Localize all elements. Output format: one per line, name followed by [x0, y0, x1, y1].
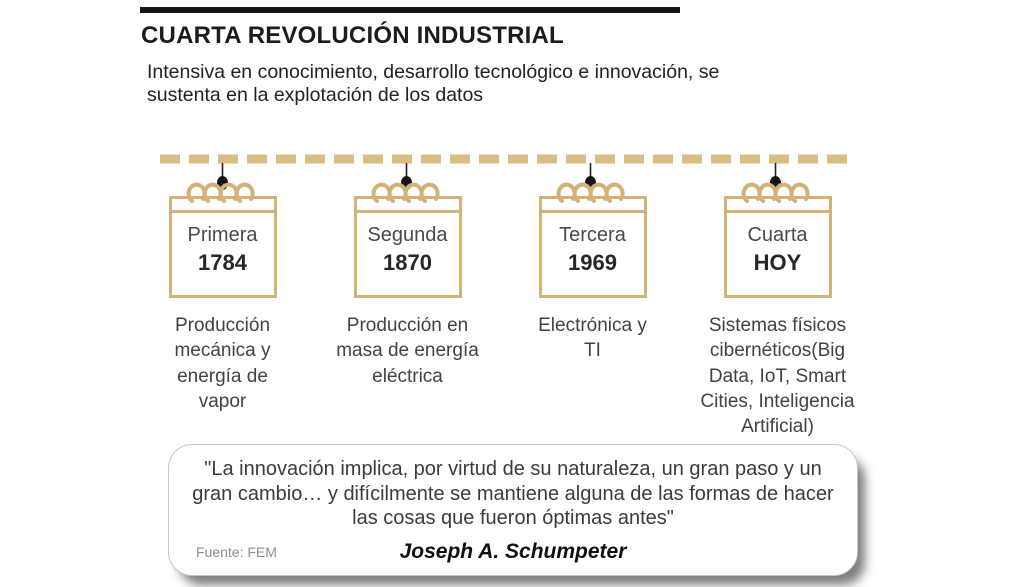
- calendar-body: Cuarta HOY: [727, 223, 829, 276]
- calendar-header-line: [541, 210, 644, 213]
- milestone-name: Tercera: [559, 224, 626, 246]
- milestone-year: 1969: [568, 250, 617, 275]
- page-title: CUARTA REVOLUCIÓN INDUSTRIAL: [141, 22, 564, 49]
- calendar-card: Tercera 1969: [538, 182, 647, 298]
- calendar-header-line: [726, 210, 829, 213]
- calendar-card: Cuarta HOY: [723, 182, 832, 298]
- calendar-card: Segunda 1870: [353, 182, 462, 298]
- milestone-name: Segunda: [367, 224, 448, 246]
- milestone-primera: Primera 1784 Producción mecánica y energ…: [130, 182, 315, 439]
- calendar-spiral-icon: [371, 182, 440, 203]
- page-subtitle: Intensiva en conocimiento, desarrollo te…: [147, 61, 720, 107]
- quote-text: "La innovación implica, por virtud de su…: [192, 458, 834, 530]
- calendar-body: Primera 1784: [172, 223, 274, 276]
- milestone-tercera: Tercera 1969 Electrónica y TI: [500, 182, 685, 439]
- milestone-year: 1870: [383, 250, 432, 275]
- calendar-header-line: [356, 210, 459, 213]
- calendar-header-line: [171, 210, 274, 213]
- calendar-card: Primera 1784: [168, 182, 277, 298]
- milestone-description: Producción mecánica y energía de vapor: [174, 315, 271, 412]
- calendar-spiral-icon: [556, 182, 625, 203]
- quote-source: Fuente: FEM: [196, 544, 277, 560]
- milestone-description: Electrónica y TI: [538, 315, 647, 362]
- milestone-year: 1784: [198, 250, 247, 275]
- calendar-body: Tercera 1969: [542, 223, 644, 276]
- title-top-rule: [140, 7, 680, 13]
- milestone-name: Primera: [187, 224, 258, 246]
- milestone-columns: Primera 1784 Producción mecánica y energ…: [130, 182, 870, 439]
- timeline-node-stems: [221, 163, 777, 177]
- quote-author: Joseph A. Schumpeter: [399, 540, 627, 563]
- milestone-name: Cuarta: [747, 224, 808, 246]
- milestone-description: Sistemas físicos cibernéticos(Big Data, …: [700, 315, 855, 438]
- timeline-graphic: [160, 154, 850, 190]
- quote-card: "La innovación implica, por virtud de su…: [168, 444, 858, 576]
- milestone-segunda: Segunda 1870 Producción en masa de energ…: [315, 182, 500, 439]
- timeline-node-dots: [217, 176, 781, 190]
- milestone-year: HOY: [753, 250, 802, 275]
- calendar-spiral-icon: [186, 182, 255, 203]
- calendar-body: Segunda 1870: [357, 223, 459, 276]
- milestone-description: Producción en masa de energía eléctrica: [336, 315, 479, 387]
- milestone-cuarta: Cuarta HOY Sistemas físicos cibernéticos…: [685, 182, 870, 439]
- calendar-spiral-icon: [741, 182, 810, 203]
